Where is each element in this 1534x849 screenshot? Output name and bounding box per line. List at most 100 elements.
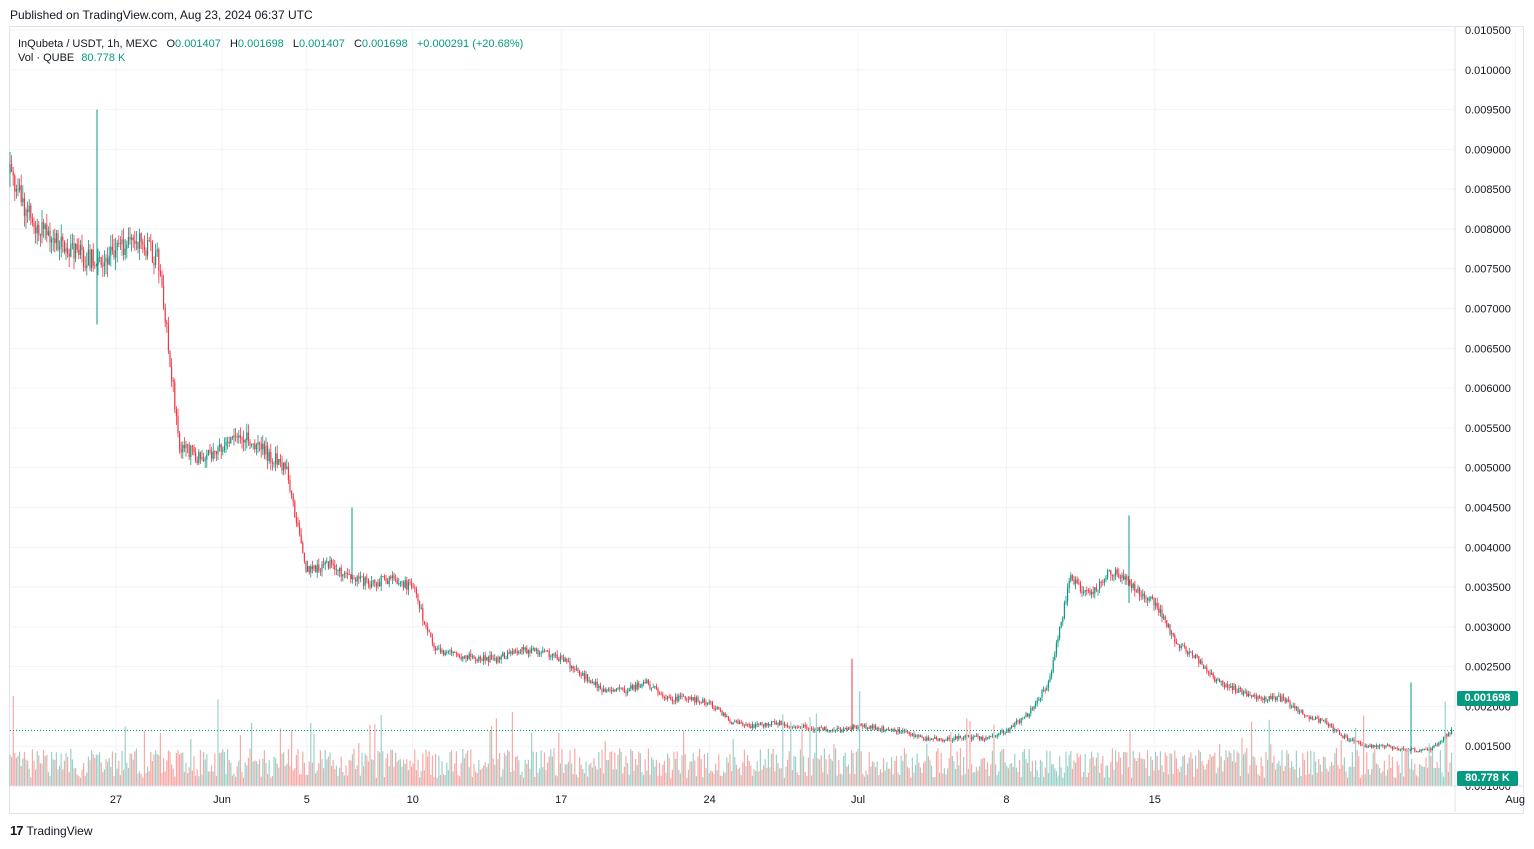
volume-bar xyxy=(31,749,33,786)
candle-body xyxy=(646,680,648,684)
volume-bar xyxy=(41,763,43,786)
volume-bar xyxy=(169,751,171,786)
volume-bar xyxy=(723,771,725,786)
candle-body xyxy=(1094,587,1096,594)
volume-bar xyxy=(927,756,929,786)
candle-body xyxy=(183,444,185,449)
volume-bar xyxy=(790,721,792,786)
volume-bar xyxy=(1283,771,1285,786)
candle-body xyxy=(572,665,574,670)
candle-body xyxy=(1142,593,1144,596)
volume-bar xyxy=(444,775,446,786)
volume-bar xyxy=(742,762,744,786)
candle-body xyxy=(454,651,456,653)
candle-body xyxy=(313,565,315,569)
candle-body xyxy=(137,241,139,249)
volume-bar xyxy=(1015,767,1017,786)
candle-body xyxy=(1262,698,1264,701)
volume-bar xyxy=(499,753,501,786)
volume-bar xyxy=(315,773,317,786)
candle-body xyxy=(108,255,110,265)
candle-body xyxy=(23,198,25,216)
candle-body xyxy=(911,733,913,736)
candle-body xyxy=(28,205,30,213)
candle-body xyxy=(358,576,360,579)
volume-bar xyxy=(161,772,163,786)
volume-bar xyxy=(468,767,470,786)
candle-body xyxy=(217,447,219,455)
volume-bar xyxy=(1271,762,1273,786)
candle-body xyxy=(25,209,27,216)
candle-body xyxy=(783,722,785,726)
candle-body xyxy=(201,457,203,460)
volume-bar xyxy=(257,763,259,786)
volume-bar xyxy=(868,751,870,786)
candle-body xyxy=(391,575,393,579)
volume-bar xyxy=(910,777,912,786)
candle-body xyxy=(1343,735,1345,739)
volume-bar xyxy=(961,775,963,786)
volume-bar xyxy=(860,751,862,786)
candle-body xyxy=(1367,746,1369,748)
volume-bar xyxy=(164,771,166,786)
volume-bar xyxy=(1439,750,1441,786)
tradingview-logo[interactable]: 17 TradingView xyxy=(10,823,93,838)
volume-bar xyxy=(1033,776,1035,786)
volume-bar xyxy=(1259,775,1261,786)
candle-body xyxy=(777,723,779,726)
volume-bar xyxy=(121,750,123,786)
candle-body xyxy=(892,728,894,730)
volume-bar xyxy=(895,755,897,786)
volume-bar xyxy=(1196,768,1198,786)
volume-bar xyxy=(1065,751,1067,786)
chart-frame[interactable] xyxy=(9,26,1524,814)
volume-bar xyxy=(79,777,81,786)
volume-bar xyxy=(1451,753,1453,786)
volume-bar xyxy=(494,764,496,786)
volume-bar xyxy=(641,772,643,786)
candle-body xyxy=(1423,748,1425,750)
y-tick-label: 0.009000 xyxy=(1465,144,1511,156)
candle-body xyxy=(35,227,37,234)
volume-label[interactable]: Vol · QUBE xyxy=(18,52,75,64)
volume-bar xyxy=(577,777,579,786)
candle-body xyxy=(1246,691,1248,697)
y-tick-label: 0.003500 xyxy=(1465,582,1511,594)
volume-bar xyxy=(1023,749,1025,786)
volume-bar xyxy=(1159,751,1161,786)
candle-body xyxy=(510,651,512,654)
candle-body xyxy=(559,656,561,661)
candle-body xyxy=(255,444,257,450)
candle-body xyxy=(1129,580,1131,584)
volume-bar xyxy=(1345,771,1347,786)
candle-body xyxy=(519,651,521,653)
volume-bar xyxy=(604,741,606,786)
candle-body xyxy=(486,657,488,661)
candle-body xyxy=(1358,741,1360,743)
volume-bar xyxy=(135,748,137,786)
low-value: 0.001407 xyxy=(299,38,345,50)
candle-body xyxy=(1190,652,1192,653)
volume-bar xyxy=(763,765,765,786)
candle-body xyxy=(289,479,291,492)
candle-body xyxy=(1268,695,1270,700)
candle-body xyxy=(499,657,501,660)
volume-bar xyxy=(591,767,593,786)
volume-bar xyxy=(1276,763,1278,786)
candle-body xyxy=(119,243,121,245)
volume-bar xyxy=(1047,773,1049,786)
candle-body xyxy=(1417,751,1419,753)
volume-bar xyxy=(279,728,281,786)
volume-bar xyxy=(1441,772,1443,786)
volume-bar xyxy=(331,765,333,786)
candle-body xyxy=(1201,660,1203,665)
candle-body xyxy=(1390,746,1392,748)
symbol-label[interactable]: InQubeta / USDT, 1h, MEXC xyxy=(18,38,158,50)
candle-body xyxy=(793,726,795,728)
candle-body xyxy=(755,724,757,728)
candle-body xyxy=(76,243,78,250)
candle-body xyxy=(503,653,505,659)
candle-body xyxy=(179,433,181,450)
volume-bar xyxy=(839,773,841,786)
